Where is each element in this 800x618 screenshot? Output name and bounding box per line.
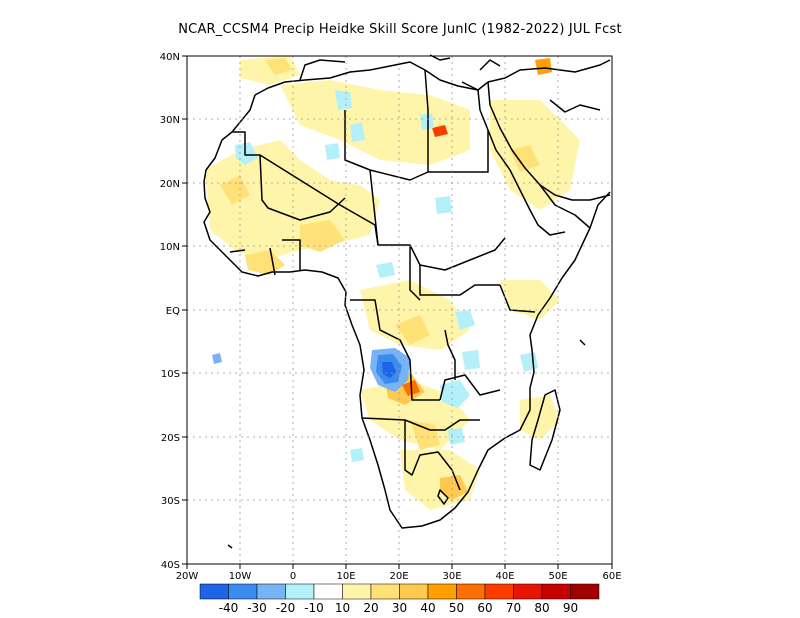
- lon-label-30e: 30E: [442, 571, 461, 582]
- lat-label-20s: 20S: [161, 433, 180, 444]
- colorbar-label: 60: [477, 601, 492, 615]
- colorbar-label: -40: [219, 601, 239, 615]
- colorbar-label: -10: [304, 601, 324, 615]
- lat-label-10n: 10N: [160, 242, 180, 253]
- lon-tick-labels: 20W 10W 0 10E 20E 30E 40E 50E 60E: [176, 571, 622, 582]
- colorbar-swatch: [370, 583, 400, 600]
- colorbar-swatch: [199, 583, 229, 600]
- lon-label-20w: 20W: [176, 571, 199, 582]
- colorbar-swatch: [313, 583, 343, 600]
- lon-label-10w: 10W: [229, 571, 252, 582]
- colorbar-label: 40: [420, 601, 435, 615]
- lat-label-eq: EQ: [166, 306, 180, 317]
- lat-label-40n: 40N: [160, 52, 180, 63]
- lat-tick-labels: 40N 30N 20N 10N EQ 10S 20S 30S 40S: [160, 52, 180, 571]
- colorbar-swatch: [484, 583, 514, 600]
- land-boundaries: [203, 54, 611, 549]
- colorbar-swatch: [256, 583, 286, 600]
- colorbar-label: 70: [506, 601, 521, 615]
- lon-label-50e: 50E: [548, 571, 567, 582]
- colorbar-label: 80: [534, 601, 549, 615]
- lon-label-60e: 60E: [602, 571, 621, 582]
- colorbar-swatch: [570, 583, 600, 600]
- lat-label-30s: 30S: [161, 496, 180, 507]
- colorbar: -40 -30 -20 -10 10 20 30 40 50 60 70 80 90: [199, 583, 600, 615]
- colorbar-label: 90: [563, 601, 578, 615]
- colorbar-label: 50: [449, 601, 464, 615]
- colorbar-swatch: [342, 583, 372, 600]
- colorbar-swatch: [513, 583, 543, 600]
- colorbar-label: 10: [335, 601, 350, 615]
- skill-shading: [205, 55, 580, 510]
- lon-label-0: 0: [290, 571, 296, 582]
- colorbar-label: 20: [363, 601, 378, 615]
- lat-label-10s: 10S: [161, 369, 180, 380]
- colorbar-label: 30: [392, 601, 407, 615]
- colorbar-swatch: [399, 583, 429, 600]
- lon-label-20e: 20E: [389, 571, 408, 582]
- lat-label-20n: 20N: [160, 179, 180, 190]
- map-title: NCAR_CCSM4 Precip Heidke Skill Score Jun…: [178, 22, 622, 37]
- tick-marks: [182, 55, 613, 569]
- colorbar-swatch: [285, 583, 315, 600]
- lon-label-10e: 10E: [336, 571, 355, 582]
- lat-label-40s: 40S: [161, 560, 180, 571]
- colorbar-label: -30: [247, 601, 267, 615]
- colorbar-swatch: [456, 583, 486, 600]
- colorbar-label: -20: [276, 601, 296, 615]
- grid-lines: [187, 56, 612, 564]
- lat-label-30n: 30N: [160, 115, 180, 126]
- colorbar-swatch: [228, 583, 258, 600]
- colorbar-swatch: [541, 583, 571, 600]
- lon-label-40e: 40E: [495, 571, 514, 582]
- colorbar-swatch: [427, 583, 457, 600]
